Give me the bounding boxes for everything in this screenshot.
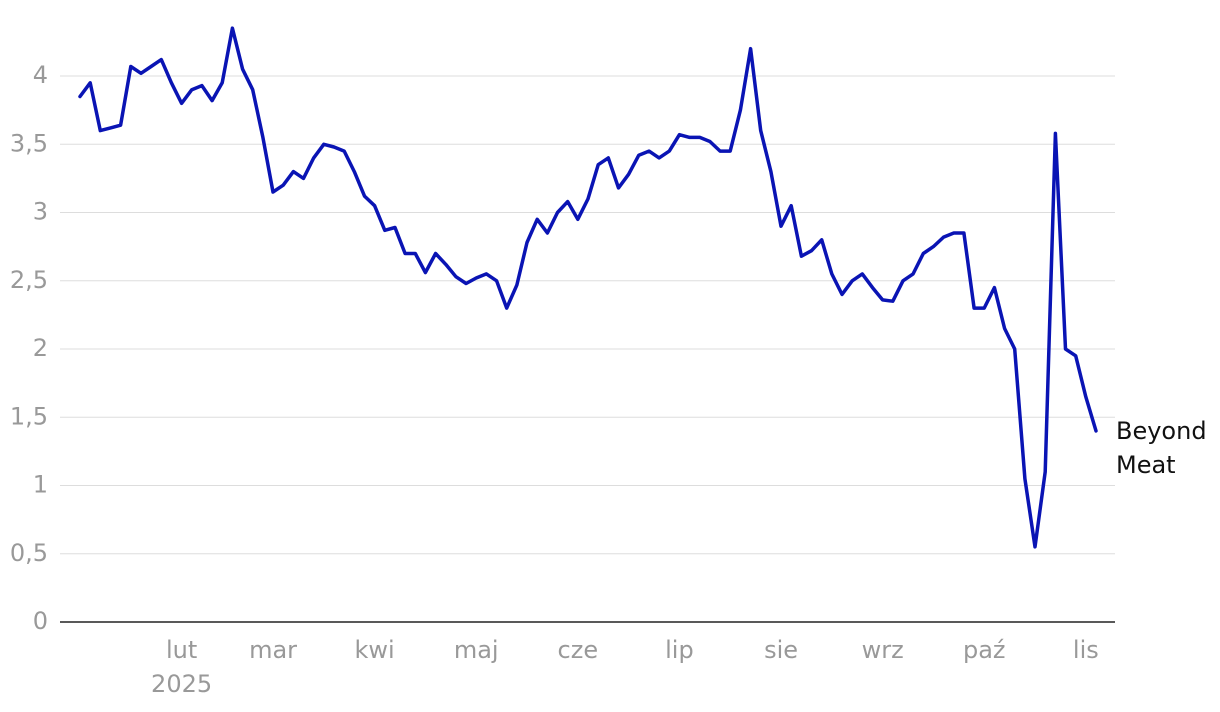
y-tick-label: 1,5: [10, 402, 48, 430]
x-tick-label: mar: [249, 636, 297, 664]
y-tick-label: 1: [33, 471, 48, 499]
x-tick-label: lut: [166, 636, 197, 664]
series-line: [78, 26, 1098, 549]
x-tick-label: lis: [1073, 636, 1099, 664]
series-label: Beyond Meat: [1116, 416, 1207, 479]
x-tick-label: maj: [454, 636, 499, 664]
y-tick-label: 3: [33, 198, 48, 226]
y-tick-label: 3,5: [10, 129, 48, 157]
x-tick-label: cze: [558, 636, 599, 664]
x-tick-label: sie: [764, 636, 798, 664]
y-tick-label: 2,5: [10, 266, 48, 294]
x-tick-label: kwi: [355, 636, 395, 664]
y-tick-label: 0: [33, 607, 48, 635]
x-tick-label: wrz: [862, 636, 904, 664]
y-tick-label: 2: [33, 334, 48, 362]
x-tick-label: lip: [665, 636, 694, 664]
y-tick-label: 4: [33, 61, 48, 89]
x-year-label: 2025: [151, 670, 212, 698]
x-tick-label: paź: [963, 636, 1006, 664]
y-tick-label: 0,5: [10, 539, 48, 567]
